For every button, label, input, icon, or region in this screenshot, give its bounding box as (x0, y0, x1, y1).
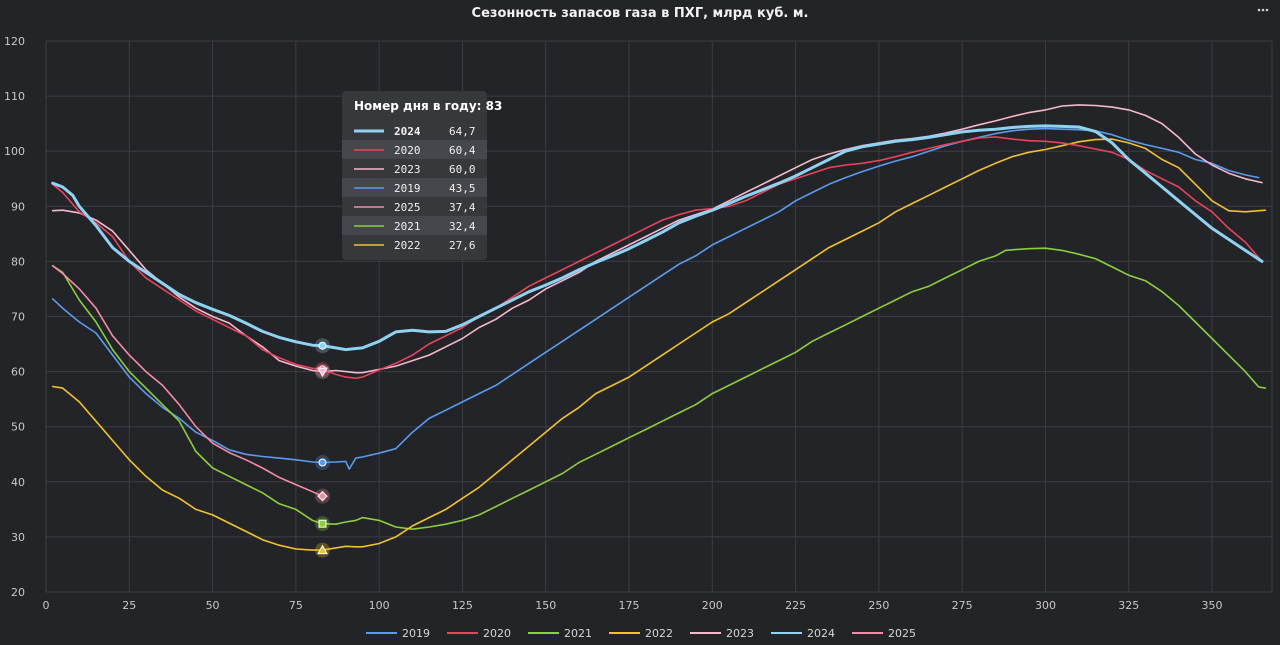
legend[interactable]: 2019 2020 2021 2022 2023 2024 2025 (366, 627, 916, 640)
series-line-2025[interactable] (51, 265, 324, 497)
x-tick-label: 300 (1035, 599, 1056, 612)
tooltip-row: 2020 60,4 (342, 140, 487, 159)
y-tick-label: 90 (11, 200, 25, 213)
legend-item-2019[interactable]: 2019 (366, 627, 430, 640)
y-tick-label: 50 (11, 421, 25, 434)
x-tick-label: 350 (1202, 599, 1223, 612)
legend-label: 2020 (483, 627, 511, 640)
tooltip-series-value: 60,0 (449, 163, 476, 176)
tooltip-series-value: 64,7 (449, 125, 476, 138)
x-tick-label: 275 (952, 599, 973, 612)
hover-markers (315, 338, 331, 558)
x-tick-label: 225 (785, 599, 806, 612)
hover-marker-2024 (315, 338, 331, 354)
series-line-2024[interactable] (51, 124, 1264, 352)
legend-label: 2024 (807, 627, 835, 640)
ellipsis-icon[interactable] (1257, 8, 1269, 12)
x-tick-label: 75 (289, 599, 303, 612)
y-tick-label: 100 (4, 145, 25, 158)
y-tick-label: 20 (11, 586, 25, 599)
legend-label: 2019 (402, 627, 430, 640)
legend-label: 2021 (564, 627, 592, 640)
tooltip-row: 2022 27,6 (354, 239, 476, 252)
tooltip-series-value: 27,6 (449, 239, 476, 252)
x-tick-label: 175 (619, 599, 640, 612)
legend-item-2024[interactable]: 2024 (771, 627, 835, 640)
legend-item-2025[interactable]: 2025 (852, 627, 916, 640)
y-tick-label: 40 (11, 476, 25, 489)
y-tick-label: 110 (4, 90, 25, 103)
x-tick-label: 100 (369, 599, 390, 612)
tooltip-title: Номер дня в году: 83 (354, 99, 502, 113)
tooltip-row: 2023 60,0 (354, 163, 476, 176)
tooltip-series-value: 32,4 (449, 220, 476, 233)
tooltip-row: 2021 32,4 (342, 216, 487, 235)
hover-marker-2021 (315, 516, 331, 532)
hover-marker-2025 (315, 488, 331, 504)
series-line-2023[interactable] (51, 104, 1263, 374)
series-line-2021[interactable] (51, 247, 1267, 530)
tooltip-row: 2025 37,4 (354, 201, 476, 214)
y-tick-label: 70 (11, 311, 25, 324)
x-tick-label: 0 (43, 599, 50, 612)
y-tick-label: 120 (4, 35, 25, 48)
y-tick-label: 60 (11, 366, 25, 379)
x-tick-label: 25 (122, 599, 136, 612)
legend-item-2021[interactable]: 2021 (528, 627, 592, 640)
legend-item-2023[interactable]: 2023 (690, 627, 754, 640)
tooltip-series-name: 2024 (394, 125, 421, 138)
x-tick-label: 325 (1118, 599, 1139, 612)
series-line-2020[interactable] (51, 136, 1263, 379)
tooltip: Номер дня в году: 83 2024 64,7 2020 60,4 2023… (342, 91, 502, 260)
series-line-2019[interactable] (51, 127, 1260, 470)
tooltip-series-name: 2023 (394, 163, 421, 176)
series-lines (51, 104, 1267, 551)
tooltip-row: 2019 43,5 (342, 178, 487, 197)
series-line-2022[interactable] (51, 138, 1267, 551)
legend-item-2022[interactable]: 2022 (609, 627, 673, 640)
y-tick-label: 30 (11, 531, 25, 544)
x-tick-label: 50 (206, 599, 220, 612)
tooltip-series-name: 2021 (394, 220, 421, 233)
y-tick-label: 80 (11, 255, 25, 268)
x-tick-label: 150 (535, 599, 556, 612)
x-tick-label: 200 (702, 599, 723, 612)
tooltip-series-name: 2019 (394, 182, 421, 195)
x-tick-label: 250 (868, 599, 889, 612)
legend-item-2020[interactable]: 2020 (447, 627, 511, 640)
axes: 0 25 50 75 100 125 150 175 200 225 250 275 300 325 350… (4, 35, 1223, 612)
tooltip-row: 2024 64,7 (354, 125, 476, 138)
tooltip-series-name: 2025 (394, 201, 421, 214)
hover-marker-2023 (315, 364, 331, 380)
tooltip-series-value: 37,4 (449, 201, 476, 214)
chart-title: Сезонность запасов газа в ПХГ, млрд куб.… (472, 6, 809, 21)
legend-label: 2023 (726, 627, 754, 640)
legend-label: 2025 (888, 627, 916, 640)
hover-marker-2022 (315, 542, 331, 558)
hover-marker-2019 (315, 455, 331, 471)
tooltip-series-name: 2020 (394, 144, 421, 157)
tooltip-series-value: 43,5 (449, 182, 476, 195)
tooltip-series-value: 60,4 (449, 144, 476, 157)
x-tick-label: 125 (452, 599, 473, 612)
tooltip-series-name: 2022 (394, 239, 421, 252)
legend-label: 2022 (645, 627, 673, 640)
